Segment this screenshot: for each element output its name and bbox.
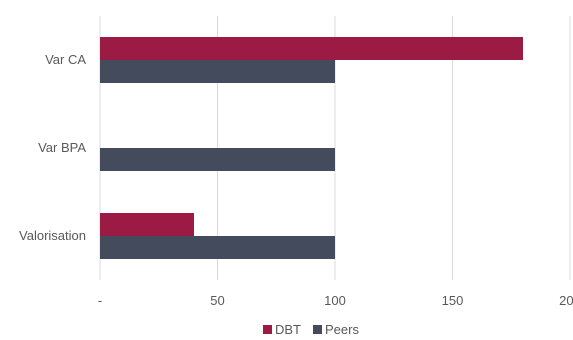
x-tick-label: 100 [324,293,346,308]
bar-dbt-var-ca [100,37,523,60]
bars [100,37,523,259]
bar-peers-var-ca [100,60,335,83]
x-tick-label: - [98,293,102,308]
x-tick-label: 200 [559,293,573,308]
bar-dbt-valorisation [100,213,194,236]
category-label: Var BPA [38,140,86,155]
category-labels: Var CA Var BPA Valorisation [19,52,86,243]
x-tick-label: 150 [442,293,464,308]
legend-swatch-peers [313,325,322,334]
bar-peers-var-bpa [100,148,335,171]
category-label: Valorisation [19,228,86,243]
legend-swatch-dbt [263,325,272,334]
x-axis-ticks: - 50 100 150 200 [98,293,573,308]
legend-label-peers: Peers [325,322,359,337]
bar-peers-valorisation [100,236,335,259]
legend-label-dbt: DBT [275,322,301,337]
legend: DBT Peers [263,322,359,337]
category-label: Var CA [45,52,86,67]
x-tick-label: 50 [210,293,224,308]
